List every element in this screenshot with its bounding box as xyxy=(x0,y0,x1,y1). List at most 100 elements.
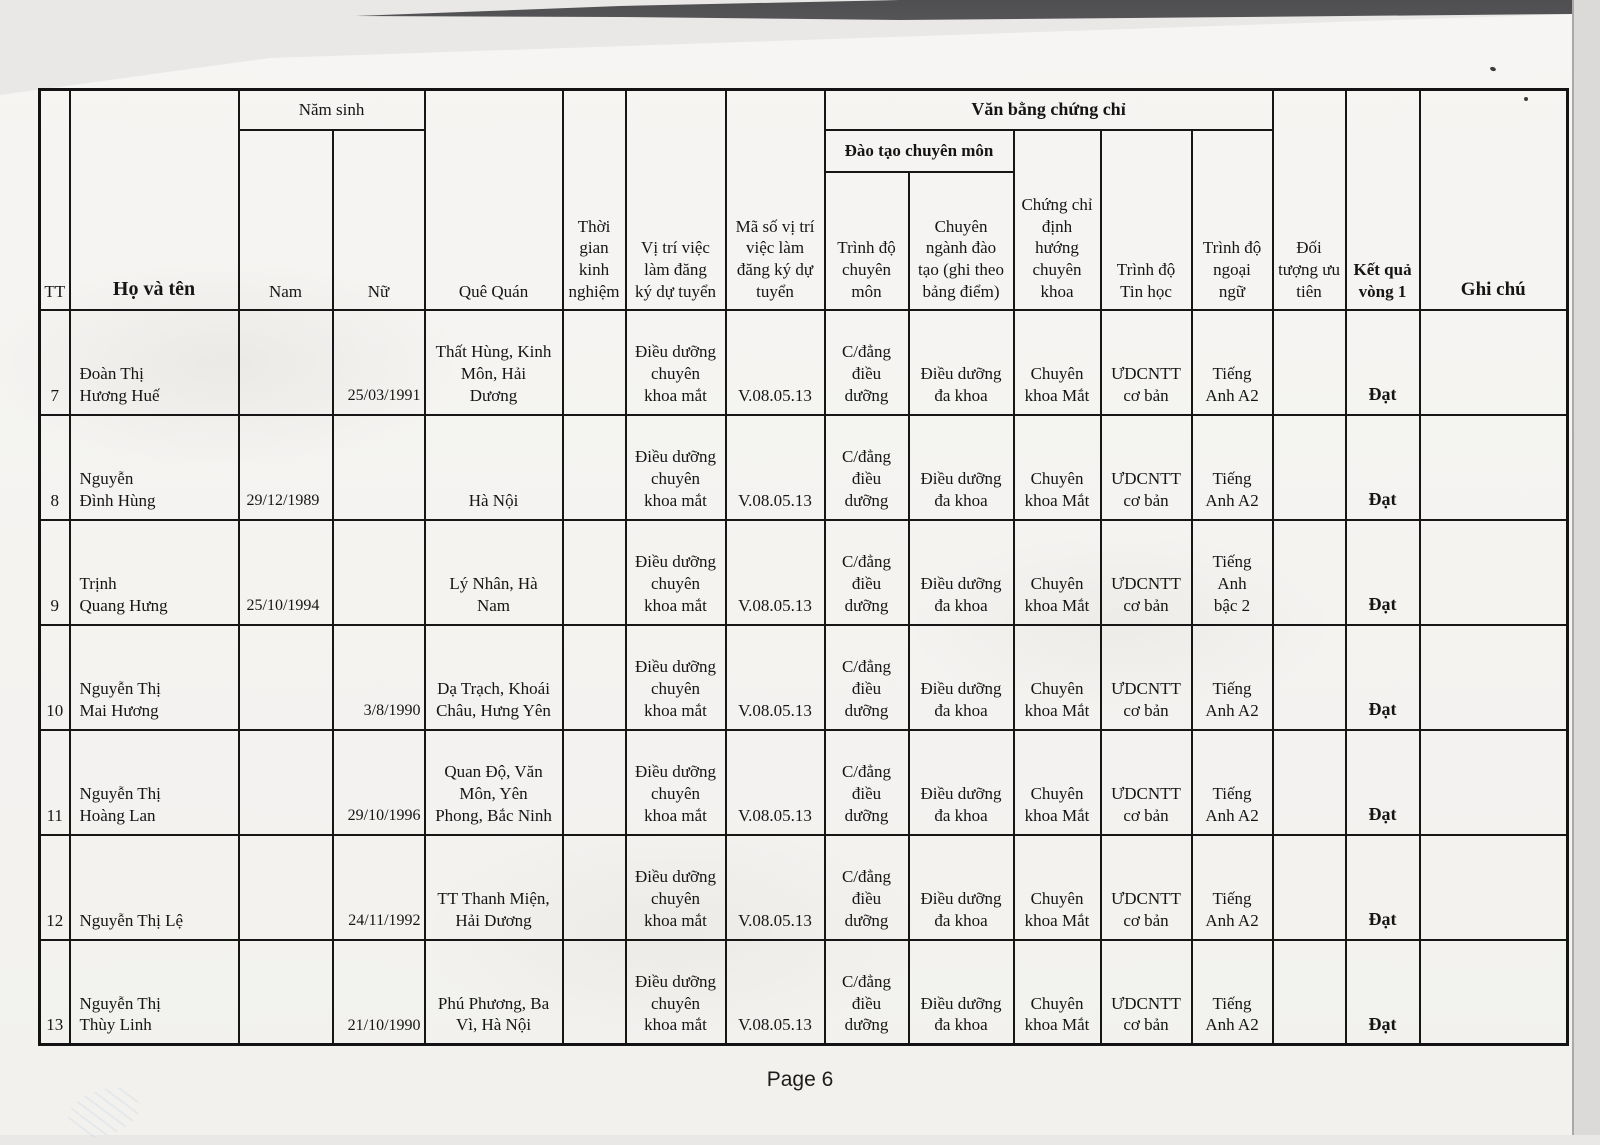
col-header-qualification: Trình độ chuyên môn xyxy=(823,170,910,311)
cell-tt: 11 xyxy=(38,728,71,836)
cell-note xyxy=(1418,623,1569,731)
cell-it-level: ƯDCNTT cơ bản xyxy=(1099,833,1193,941)
cell-full-name: Nguyễn Thị Hoàng Lan xyxy=(68,728,240,836)
cell-qualification: C/đẳng điều dưỡng xyxy=(823,308,910,416)
cell-birth-female: 29/10/1996 xyxy=(331,728,426,836)
col-header-female: Nữ xyxy=(331,128,426,311)
cell-position-code: V.08.05.13 xyxy=(724,833,826,941)
cell-round1-result: Đạt xyxy=(1344,518,1421,626)
cell-major: Điều dưỡng đa khoa xyxy=(907,728,1015,836)
cell-birth-male: 25/10/1994 xyxy=(237,518,334,626)
cell-tt: 13 xyxy=(38,938,71,1046)
candidates-table: TT Họ và tên Năm sinh Quê Quán Thời gian… xyxy=(38,88,1570,1046)
cell-birth-male xyxy=(237,308,334,416)
cell-hometown: Thất Hùng, Kinh Môn, Hải Dương xyxy=(423,308,564,416)
col-header-note: Ghi chú xyxy=(1418,88,1569,311)
table-row: 10 Nguyễn Thị Mai Hương 3/8/1990 Dạ Trạc… xyxy=(38,623,1569,731)
cell-major: Điều dưỡng đa khoa xyxy=(907,308,1015,416)
cell-specialty-cert: Chuyên khoa Mắt xyxy=(1012,308,1102,416)
cell-full-name: Nguyễn Thị Lệ xyxy=(68,833,240,941)
cell-specialty-cert: Chuyên khoa Mắt xyxy=(1012,938,1102,1046)
cell-round1-result: Đạt xyxy=(1344,623,1421,731)
table-row: 7 Đoàn Thị Hương Huế 25/03/1991 Thất Hùn… xyxy=(38,308,1569,416)
cell-specialty-cert: Chuyên khoa Mắt xyxy=(1012,623,1102,731)
cell-tt: 12 xyxy=(38,833,71,941)
cell-tt: 7 xyxy=(38,308,71,416)
cell-experience xyxy=(561,308,627,416)
table-row: 12 Nguyễn Thị Lệ 24/11/1992 TT Thanh Miệ… xyxy=(38,833,1569,941)
cell-qualification: C/đẳng điều dưỡng xyxy=(823,413,910,521)
col-header-full-name: Họ và tên xyxy=(68,88,240,311)
cell-qualification: C/đẳng điều dưỡng xyxy=(823,938,910,1046)
cell-priority xyxy=(1271,728,1347,836)
cell-birth-female: 24/11/1992 xyxy=(331,833,426,941)
cell-hometown: Quan Độ, Văn Môn, Yên Phong, Bắc Ninh xyxy=(423,728,564,836)
cell-position: Điều dưỡng chuyên khoa mắt xyxy=(624,308,727,416)
page-number: Page 6 xyxy=(766,1068,834,1091)
cell-language-level: Tiếng Anh A2 xyxy=(1190,833,1274,941)
cell-language-level: Tiếng Anh A2 xyxy=(1190,938,1274,1046)
col-header-tt: TT xyxy=(38,88,71,311)
cell-tt: 9 xyxy=(38,518,71,626)
cell-note xyxy=(1418,308,1569,416)
cell-round1-result: Đạt xyxy=(1344,833,1421,941)
cell-birth-male xyxy=(237,623,334,731)
cell-note xyxy=(1418,518,1569,626)
cell-experience xyxy=(561,938,627,1046)
cell-birth-female: 3/8/1990 xyxy=(331,623,426,731)
cell-it-level: ƯDCNTT cơ bản xyxy=(1099,938,1193,1046)
cell-birth-female xyxy=(331,518,426,626)
cell-specialty-cert: Chuyên khoa Mắt xyxy=(1012,728,1102,836)
cell-note xyxy=(1418,833,1569,941)
cell-round1-result: Đạt xyxy=(1344,308,1421,416)
col-header-experience: Thời gian kinh nghiệm xyxy=(561,88,627,311)
cell-priority xyxy=(1271,413,1347,521)
cell-position-code: V.08.05.13 xyxy=(724,728,826,836)
col-header-major: Chuyên ngành đào tạo (ghi theo bảng điểm… xyxy=(907,170,1015,311)
table-row: 9 Trịnh Quang Hưng 25/10/1994 Lý Nhân, H… xyxy=(38,518,1569,626)
cell-hometown: TT Thanh Miện, Hải Dương xyxy=(423,833,564,941)
table-row: 11 Nguyễn Thị Hoàng Lan 29/10/1996 Quan … xyxy=(38,728,1569,836)
cell-qualification: C/đẳng điều dưỡng xyxy=(823,623,910,731)
cell-position: Điều dưỡng chuyên khoa mắt xyxy=(624,413,727,521)
cell-priority xyxy=(1271,938,1347,1046)
col-header-position: Vị trí việc làm đăng ký dự tuyển xyxy=(624,88,727,311)
cell-position: Điều dưỡng chuyên khoa mắt xyxy=(624,623,727,731)
cell-specialty-cert: Chuyên khoa Mắt xyxy=(1012,413,1102,521)
cell-position: Điều dưỡng chuyên khoa mắt xyxy=(624,833,727,941)
cell-hometown: Dạ Trạch, Khoái Châu, Hưng Yên xyxy=(423,623,564,731)
cell-priority xyxy=(1271,833,1347,941)
cell-full-name: Trịnh Quang Hưng xyxy=(68,518,240,626)
col-header-priority: Đối tượng ưu tiên xyxy=(1271,88,1347,311)
cell-language-level: Tiếng Anh A2 xyxy=(1190,728,1274,836)
table-row: 8 Nguyễn Đình Hùng 29/12/1989 Hà Nội Điề… xyxy=(38,413,1569,521)
cell-full-name: Đoàn Thị Hương Huế xyxy=(68,308,240,416)
cell-experience xyxy=(561,728,627,836)
cell-birth-male xyxy=(237,833,334,941)
cell-full-name: Nguyễn Đình Hùng xyxy=(68,413,240,521)
col-header-language-level: Trình độ ngoại ngữ xyxy=(1190,128,1274,311)
cell-full-name: Nguyễn Thị Thùy Linh xyxy=(68,938,240,1046)
cell-major: Điều dưỡng đa khoa xyxy=(907,413,1015,521)
cell-birth-male xyxy=(237,938,334,1046)
cell-it-level: ƯDCNTT cơ bản xyxy=(1099,413,1193,521)
table-body: 7 Đoàn Thị Hương Huế 25/03/1991 Thất Hùn… xyxy=(38,308,1569,1046)
cell-specialty-cert: Chuyên khoa Mắt xyxy=(1012,518,1102,626)
cell-round1-result: Đạt xyxy=(1344,728,1421,836)
col-header-hometown: Quê Quán xyxy=(423,88,564,311)
cell-position-code: V.08.05.13 xyxy=(724,413,826,521)
cell-birth-female: 21/10/1990 xyxy=(331,938,426,1046)
cell-it-level: ƯDCNTT cơ bản xyxy=(1099,623,1193,731)
cell-note xyxy=(1418,938,1569,1046)
cell-birth-female: 25/03/1991 xyxy=(331,308,426,416)
cell-position: Điều dưỡng chuyên khoa mắt xyxy=(624,728,727,836)
cell-major: Điều dưỡng đa khoa xyxy=(907,833,1015,941)
col-header-position-code: Mã số vị trí việc làm đăng ký dự tuyển xyxy=(724,88,826,311)
col-header-specialty-cert: Chứng chỉ định hướng chuyên khoa xyxy=(1012,128,1102,311)
cell-priority xyxy=(1271,518,1347,626)
col-header-round1-result: Kết quả vòng 1 xyxy=(1344,88,1421,311)
cell-hometown: Phú Phương, Ba Vì, Hà Nội xyxy=(423,938,564,1046)
cell-major: Điều dưỡng đa khoa xyxy=(907,938,1015,1046)
cell-position: Điều dưỡng chuyên khoa mắt xyxy=(624,518,727,626)
col-header-it-level: Trình độ Tin học xyxy=(1099,128,1193,311)
